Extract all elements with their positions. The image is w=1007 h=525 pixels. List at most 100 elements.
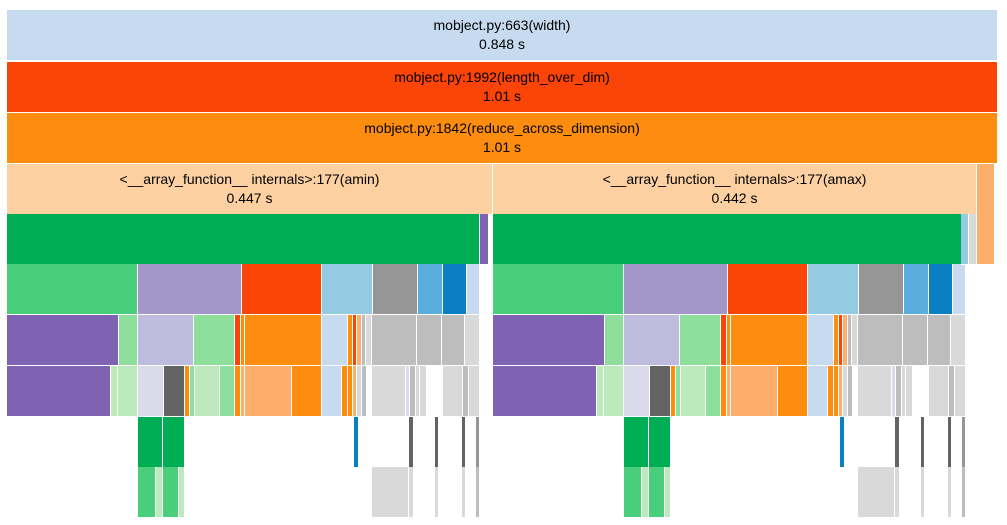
frame-block[interactable] bbox=[138, 366, 164, 417]
frame-block[interactable] bbox=[828, 366, 834, 417]
frame-amin[interactable]: <__array_function__ internals>:177(amin)… bbox=[7, 164, 493, 215]
frame-block[interactable] bbox=[808, 315, 834, 366]
frame-block[interactable] bbox=[354, 417, 359, 468]
frame-block[interactable] bbox=[138, 264, 242, 315]
frame-block[interactable] bbox=[859, 264, 904, 315]
frame-block[interactable] bbox=[410, 366, 416, 417]
frame-block[interactable] bbox=[242, 264, 322, 315]
frame-block[interactable] bbox=[858, 366, 892, 417]
frame-block[interactable] bbox=[119, 315, 138, 366]
frame-block[interactable] bbox=[843, 366, 848, 417]
frame-block[interactable] bbox=[194, 315, 235, 366]
frame-block[interactable] bbox=[951, 315, 966, 366]
frame-block[interactable] bbox=[322, 315, 348, 366]
frame-block[interactable] bbox=[858, 315, 903, 366]
frame-block[interactable] bbox=[840, 417, 845, 468]
frame-block[interactable] bbox=[409, 417, 414, 468]
frame-block[interactable] bbox=[597, 366, 604, 417]
frame-block[interactable] bbox=[665, 467, 671, 518]
frame-block[interactable] bbox=[858, 467, 895, 518]
frame-block[interactable] bbox=[7, 264, 138, 315]
frame-block[interactable] bbox=[977, 214, 995, 265]
frame-block[interactable] bbox=[928, 315, 951, 366]
frame-block[interactable] bbox=[834, 315, 839, 366]
frame-block[interactable] bbox=[235, 366, 241, 417]
frame-block[interactable] bbox=[465, 315, 480, 366]
frame-block[interactable] bbox=[353, 366, 357, 417]
frame-block[interactable] bbox=[903, 315, 928, 366]
frame-block[interactable] bbox=[680, 315, 721, 366]
frame-block[interactable] bbox=[353, 315, 357, 366]
frame-block[interactable] bbox=[190, 366, 195, 417]
frame-block[interactable] bbox=[948, 417, 952, 468]
frame-block[interactable] bbox=[969, 214, 977, 265]
frame-block[interactable] bbox=[372, 467, 409, 518]
frame-block[interactable] bbox=[7, 214, 480, 265]
frame-block[interactable] bbox=[348, 366, 353, 417]
frame-block[interactable] bbox=[650, 366, 671, 417]
frame-block[interactable] bbox=[241, 315, 245, 366]
frame-block[interactable] bbox=[727, 366, 731, 417]
frame-block[interactable] bbox=[895, 467, 900, 518]
frame-block[interactable] bbox=[848, 315, 852, 366]
frame-block[interactable] bbox=[727, 315, 731, 366]
frame-block[interactable] bbox=[843, 315, 848, 366]
frame-block[interactable] bbox=[955, 366, 966, 417]
frame-block[interactable] bbox=[164, 366, 185, 417]
frame-block[interactable] bbox=[839, 366, 843, 417]
frame-block[interactable] bbox=[322, 264, 373, 315]
frame-block[interactable] bbox=[469, 366, 480, 417]
frame-block[interactable] bbox=[462, 417, 466, 468]
frame-block[interactable] bbox=[163, 417, 185, 468]
frame-block[interactable] bbox=[322, 366, 342, 417]
frame-length-over-dim[interactable]: mobject.py:1992(length_over_dim) 1.01 s bbox=[7, 62, 998, 113]
frame-block[interactable] bbox=[435, 467, 439, 518]
frame-block[interactable] bbox=[493, 315, 605, 366]
frame-block[interactable] bbox=[156, 467, 163, 518]
frame-block[interactable] bbox=[462, 467, 466, 518]
frame-block[interactable] bbox=[681, 366, 706, 417]
frame-block[interactable] bbox=[476, 467, 480, 518]
frame-block[interactable] bbox=[624, 315, 680, 366]
frame-block[interactable] bbox=[185, 366, 190, 417]
frame-block[interactable] bbox=[624, 366, 650, 417]
frame-block[interactable] bbox=[493, 366, 597, 417]
frame-block[interactable] bbox=[949, 366, 955, 417]
frame-block[interactable] bbox=[292, 366, 322, 417]
frame-block[interactable] bbox=[138, 315, 194, 366]
frame-block[interactable] bbox=[671, 366, 676, 417]
frame-block[interactable] bbox=[245, 315, 322, 366]
frame-block[interactable] bbox=[721, 366, 727, 417]
frame-block[interactable] bbox=[929, 264, 953, 315]
frame-block[interactable] bbox=[409, 467, 414, 518]
frame-block[interactable] bbox=[220, 366, 235, 417]
frame-block[interactable] bbox=[848, 366, 853, 417]
frame-block[interactable] bbox=[373, 264, 418, 315]
frame-block[interactable] bbox=[357, 366, 362, 417]
frame-block[interactable] bbox=[362, 315, 366, 366]
frame-block[interactable] bbox=[808, 264, 859, 315]
frame-block[interactable] bbox=[921, 467, 925, 518]
frame-block[interactable] bbox=[728, 264, 808, 315]
frame-block[interactable] bbox=[241, 366, 245, 417]
frame-block[interactable] bbox=[895, 417, 900, 468]
frame-block[interactable] bbox=[731, 366, 778, 417]
frame-block[interactable] bbox=[605, 315, 624, 366]
frame-block[interactable] bbox=[163, 467, 179, 518]
frame-block[interactable] bbox=[896, 366, 902, 417]
frame-block[interactable] bbox=[604, 366, 624, 417]
frame-block[interactable] bbox=[649, 417, 671, 468]
frame-block[interactable] bbox=[906, 366, 913, 417]
frame-block[interactable] bbox=[778, 366, 808, 417]
frame-block[interactable] bbox=[420, 366, 427, 417]
frame-block[interactable] bbox=[904, 264, 929, 315]
frame-block[interactable] bbox=[406, 366, 410, 417]
frame-block[interactable] bbox=[493, 214, 966, 265]
frame-block[interactable] bbox=[808, 366, 828, 417]
frame-block[interactable] bbox=[642, 467, 649, 518]
frame-block[interactable] bbox=[706, 366, 721, 417]
frame-block[interactable] bbox=[357, 315, 362, 366]
frame-block[interactable] bbox=[929, 366, 949, 417]
frame-block[interactable] bbox=[902, 366, 906, 417]
frame-block[interactable] bbox=[348, 315, 353, 366]
